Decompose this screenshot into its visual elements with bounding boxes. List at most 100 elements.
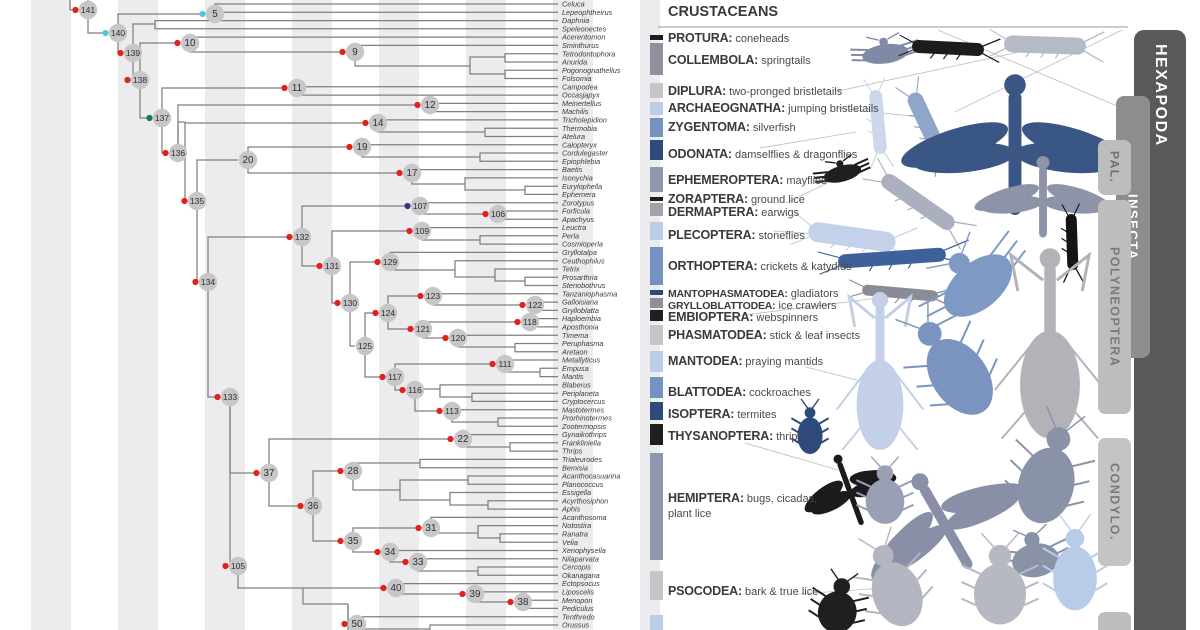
order-name: GRYLLOBLATTODEA: [668,300,776,312]
aphid-icon [856,456,914,524]
earwig2-icon [862,157,978,250]
calibration-dot [124,76,131,84]
tip-label: Acanthosoma [561,513,607,522]
tip-label: Planococcus [562,480,604,489]
calibration-dot [489,360,496,368]
calibration-dot [404,202,411,210]
tree-branch [524,185,558,190]
calibration-dot [482,210,489,218]
tree-node-141: 141 [72,0,98,20]
calibration-dot [374,548,381,556]
tip-label: Bemisia [562,463,588,472]
tree-branch [479,157,558,162]
tree-node-139: 139 [117,43,143,63]
order-name: ZYGENTOMA: [668,120,750,134]
calibration-dot [337,467,344,475]
svg-text:10: 10 [185,38,196,49]
tree-branch [161,87,287,118]
tree-branch [349,261,380,303]
calibration-dot [415,524,422,532]
order-row-thysanoptera: THYSANOPTERA: thrips [668,428,803,445]
tree-node-118: 118 [514,312,540,332]
calibration-dot [380,584,387,592]
order-description: thrips [773,431,804,443]
tree-branch [477,571,558,576]
order-row-hemiptera: HEMIPTERA: bugs, cicadas, plant lice [668,491,838,521]
crustaceans-header: CRUSTACEANS [668,4,779,20]
tree-branch [454,270,495,278]
tree-branch [504,74,558,80]
tip-label: Tetrodontophora [562,49,615,58]
tree-node-37: 37 [253,463,279,483]
tree-branch [268,438,453,473]
order-row-dermaptera: DERMAPTERA: earwigs [668,204,799,221]
tree-node-109: 109 [406,221,432,241]
svg-text:125: 125 [358,341,373,351]
cockroach-icon [895,296,998,415]
calibration-dot [507,598,514,606]
order-row-blattodea: BLATTODEA: cockroaches [668,384,811,401]
svg-text:124: 124 [381,308,396,318]
svg-text:14: 14 [373,118,384,129]
order-name: ZORAPTERA: [668,192,748,206]
tree-branch [439,384,558,389]
tree-branch [484,127,558,132]
tip-label: Meinertellus [562,99,602,108]
tree-branch [467,480,558,485]
order-name: THYSANOPTERA: [668,429,774,443]
tree-branch [509,447,558,452]
calibration-dot [396,169,403,177]
calibration-dot [253,469,260,477]
tip-label: Cordulegaster [562,149,608,158]
time-band [31,0,71,630]
tree-branch [504,57,558,63]
order-name: PSOCODEA: [668,584,742,598]
svg-text:40: 40 [391,583,402,594]
tree-node-113: 113 [436,401,462,421]
tip-label: Empusa [562,364,589,373]
order-swatch-phasmatodea [650,325,663,345]
pointer-line [744,442,839,471]
order-row-archaeognatha: ARCHAEOGNATHA: jumping bristletails [668,100,879,117]
tip-label: Zootermopsis [561,422,607,431]
tip-label: Tanzaniophasma [562,289,617,298]
tip-label: Notostira [562,521,591,530]
svg-text:11: 11 [292,83,302,94]
order-description: ground lice [747,194,805,206]
tree-branch [449,500,488,506]
order-swatch-collembola [650,43,663,75]
tree-branch [539,367,558,372]
tip-label: Celuca [562,0,585,9]
tree-node-39: 39 [459,584,485,604]
order-name: MANTOPHASMATODEA: [668,288,788,300]
tree-branch [268,473,303,507]
order-row-plecoptera: PLECOPTERA: stoneflies [668,227,805,244]
tree-branch [196,201,198,283]
svg-text:109: 109 [415,226,430,236]
clade-tab-next-clade [1098,612,1131,630]
tree-node-35: 35 [337,531,363,551]
tip-label: Baetis [562,165,583,174]
order-description: gladiators [787,288,839,300]
calibration-dot [442,334,449,342]
tree-node-50: 50 [341,614,367,630]
tree-branch [477,566,558,571]
order-swatch [650,615,663,630]
svg-text:140: 140 [111,28,126,38]
tree-branch [487,500,558,505]
tip-label: Campodea [562,82,598,91]
calibration-dot [286,233,293,241]
svg-text:38: 38 [518,597,529,608]
order-description: bark & true lice [741,586,819,598]
svg-text:50: 50 [352,619,363,630]
clade-tab-label: PAL. [1107,151,1122,184]
svg-text:113: 113 [445,406,459,416]
svg-text:138: 138 [133,75,148,85]
tree-node-138: 138 [124,70,150,90]
svg-text:37: 37 [264,468,275,479]
order-name: PHASMATODEA: [668,328,767,342]
tip-label: Aphis [561,505,581,514]
calibration-dot [337,537,344,545]
tip-label: Peruphasma [562,339,603,348]
